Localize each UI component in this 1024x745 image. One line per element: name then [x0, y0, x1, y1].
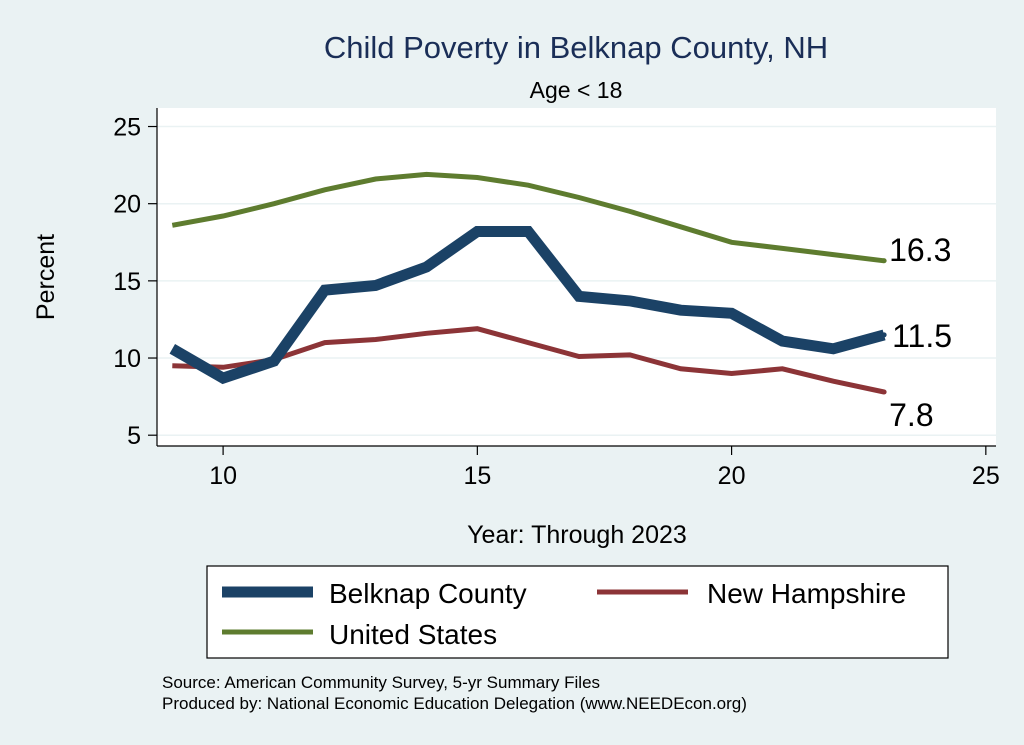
y-tick-label: 5	[127, 422, 141, 450]
legend-label-new-hampshire: New Hampshire	[707, 578, 906, 609]
x-tick-label: 15	[463, 462, 491, 490]
series-line-new-hampshire	[172, 326, 885, 395]
x-tick-label: 25	[972, 462, 1000, 490]
legend-label-united-states: United States	[329, 619, 497, 650]
y-tick-label: 25	[113, 114, 141, 142]
axes	[156, 108, 996, 447]
x-tick-label: 20	[718, 462, 746, 490]
end-label-new-hampshire: 7.8	[889, 397, 933, 433]
series-lines	[169, 171, 887, 395]
x-axis-title: Year: Through 2023	[467, 521, 687, 549]
chart-subtitle: Age < 18	[530, 77, 623, 103]
y-axis-title: Percent	[32, 234, 60, 320]
plot-area	[157, 108, 996, 446]
legend-box	[206, 565, 949, 659]
legend: Belknap County New Hampshire United Stat…	[206, 565, 949, 659]
producer-line: Produced by: National Economic Education…	[162, 694, 747, 713]
series-line-united-states	[171, 171, 885, 264]
ticks: 5 10 15 20 25 10 15 20 25	[113, 114, 1000, 490]
y-tick-label: 20	[113, 191, 141, 219]
series-end-point-new-hampshire	[881, 389, 887, 395]
legend-label-belknap: Belknap County	[329, 578, 527, 609]
chart-title: Child Poverty in Belknap County, NH	[324, 30, 828, 65]
series-end-point-united-states	[881, 258, 887, 264]
end-label-belknap-county: 11.5	[892, 318, 952, 354]
x-tick-label: 10	[209, 462, 237, 490]
end-label-united-states: 16.3	[889, 232, 951, 268]
source-line: Source: American Community Survey, 5-yr …	[162, 673, 600, 692]
series-end-point-belknap-county	[881, 332, 887, 338]
end-labels: 11.5 7.8 16.3	[889, 232, 952, 433]
series-line-belknap-county	[169, 226, 886, 385]
y-tick-label: 15	[113, 268, 141, 296]
y-tick-label: 10	[113, 345, 141, 373]
gridlines	[157, 125, 996, 436]
